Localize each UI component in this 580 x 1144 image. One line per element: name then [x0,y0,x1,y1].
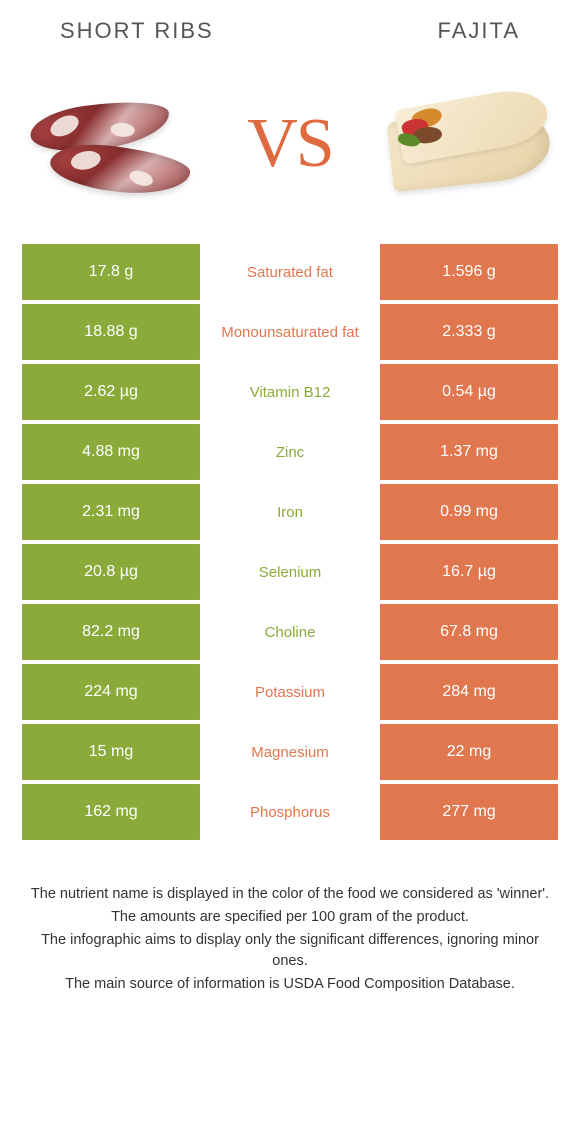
value-left: 224 mg [22,664,200,720]
nutrient-label: Choline [200,604,380,660]
value-left: 20.8 µg [22,544,200,600]
value-right: 277 mg [380,784,558,840]
nutrient-label: Vitamin B12 [200,364,380,420]
value-right: 2.333 g [380,304,558,360]
value-left: 4.88 mg [22,424,200,480]
table-row: 2.31 mgIron0.99 mg [22,484,558,540]
footnote-line: The main source of information is USDA F… [30,974,550,995]
value-right: 1.37 mg [380,424,558,480]
table-row: 18.88 gMonounsaturated fat2.333 g [22,304,558,360]
nutrient-label: Monounsaturated fat [200,304,380,360]
value-right: 0.99 mg [380,484,558,540]
nutrition-table: 17.8 gSaturated fat1.596 g18.88 gMonouns… [0,244,580,840]
hero-row: VS [0,44,580,244]
nutrient-label: Magnesium [200,724,380,780]
value-right: 22 mg [380,724,558,780]
short-ribs-illustration [20,79,200,209]
nutrient-label: Zinc [200,424,380,480]
vs-label: VS [247,104,332,184]
table-row: 82.2 mgCholine67.8 mg [22,604,558,660]
table-row: 4.88 mgZinc1.37 mg [22,424,558,480]
table-row: 162 mgPhosphorus277 mg [22,784,558,840]
value-left: 17.8 g [22,244,200,300]
table-row: 15 mgMagnesium22 mg [22,724,558,780]
table-row: 2.62 µgVitamin B120.54 µg [22,364,558,420]
value-left: 162 mg [22,784,200,840]
value-right: 284 mg [380,664,558,720]
nutrient-label: Iron [200,484,380,540]
nutrient-label: Saturated fat [200,244,380,300]
nutrient-label: Potassium [200,664,380,720]
footnote-line: The amounts are specified per 100 gram o… [30,907,550,928]
table-row: 20.8 µgSelenium16.7 µg [22,544,558,600]
value-left: 2.31 mg [22,484,200,540]
value-right: 67.8 mg [380,604,558,660]
title-right: FAJITA [438,18,521,44]
value-left: 82.2 mg [22,604,200,660]
value-right: 0.54 µg [380,364,558,420]
footnote-line: The infographic aims to display only the… [30,930,550,972]
value-left: 2.62 µg [22,364,200,420]
title-left: SHORT RIBS [60,18,214,44]
fajita-illustration [380,79,560,209]
table-row: 224 mgPotassium284 mg [22,664,558,720]
nutrient-label: Selenium [200,544,380,600]
table-row: 17.8 gSaturated fat1.596 g [22,244,558,300]
footnotes: The nutrient name is displayed in the co… [0,844,580,995]
value-left: 15 mg [22,724,200,780]
value-right: 1.596 g [380,244,558,300]
nutrient-label: Phosphorus [200,784,380,840]
value-left: 18.88 g [22,304,200,360]
footnote-line: The nutrient name is displayed in the co… [30,884,550,905]
value-right: 16.7 µg [380,544,558,600]
